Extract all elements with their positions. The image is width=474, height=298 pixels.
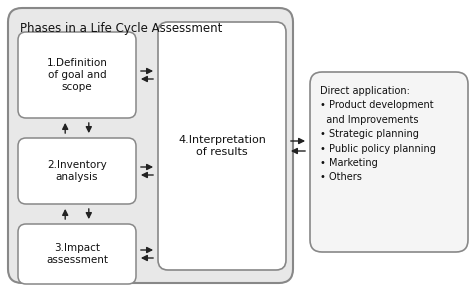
Text: Direct application:
• Product development
  and Improvements
• Strategic plannin: Direct application: • Product developmen… xyxy=(320,86,436,182)
Text: 1.Definition
of goal and
scope: 1.Definition of goal and scope xyxy=(46,58,108,91)
Text: 3.Impact
assessment: 3.Impact assessment xyxy=(46,243,108,265)
Text: 2.Inventory
analysis: 2.Inventory analysis xyxy=(47,160,107,182)
Text: Phases in a Life Cycle Assessment: Phases in a Life Cycle Assessment xyxy=(20,22,222,35)
FancyBboxPatch shape xyxy=(310,72,468,252)
FancyBboxPatch shape xyxy=(158,22,286,270)
Text: 4.Interpretation
of results: 4.Interpretation of results xyxy=(178,135,266,157)
FancyBboxPatch shape xyxy=(18,32,136,118)
FancyBboxPatch shape xyxy=(18,138,136,204)
FancyBboxPatch shape xyxy=(8,8,293,283)
FancyBboxPatch shape xyxy=(18,224,136,284)
